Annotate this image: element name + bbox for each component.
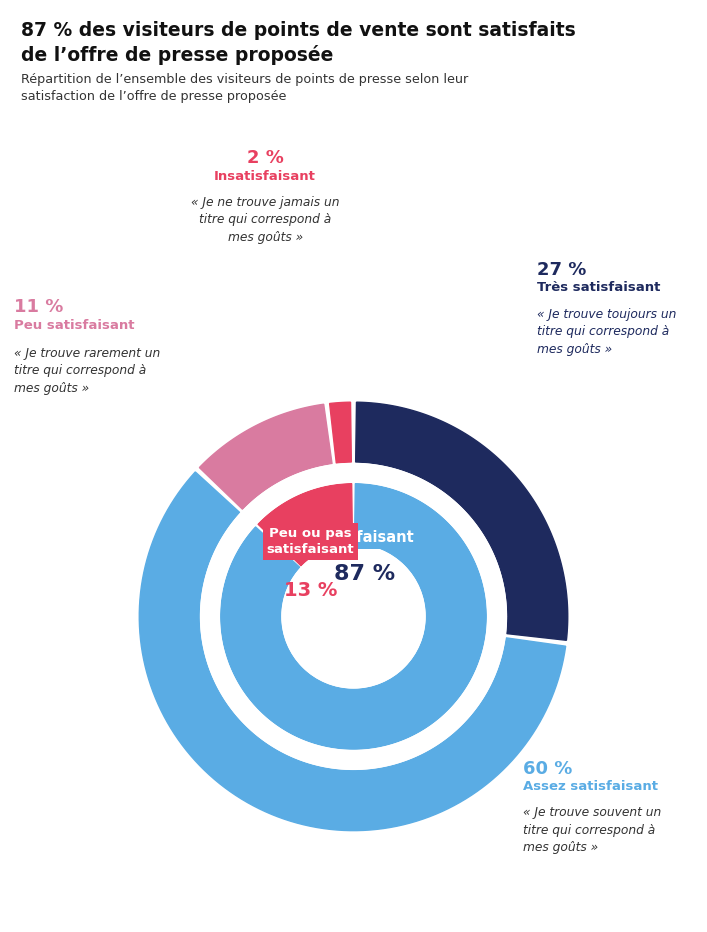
Text: 27 %: 27 % <box>537 261 587 279</box>
Text: 87 %: 87 % <box>334 564 395 583</box>
Polygon shape <box>139 472 566 830</box>
Polygon shape <box>199 404 332 509</box>
Text: de l’offre de presse proposée: de l’offre de presse proposée <box>21 45 334 64</box>
Text: Insatisfaisant: Insatisfaisant <box>214 170 316 183</box>
Text: « Je ne trouve jamais un
titre qui correspond à
mes goûts »: « Je ne trouve jamais un titre qui corre… <box>191 196 339 244</box>
Text: 87 % des visiteurs de points de vente sont satisfaits: 87 % des visiteurs de points de vente so… <box>21 21 576 39</box>
Polygon shape <box>329 403 351 463</box>
Text: « Je trouve toujours un
titre qui correspond à
mes goûts »: « Je trouve toujours un titre qui corres… <box>537 308 677 356</box>
Text: Répartition de l’ensemble des visiteurs de points de presse selon leur
satisfact: Répartition de l’ensemble des visiteurs … <box>21 73 469 103</box>
Text: « Je trouve rarement un
titre qui correspond à
mes goûts »: « Je trouve rarement un titre qui corres… <box>14 347 160 395</box>
Text: 2 %: 2 % <box>247 149 284 167</box>
Text: 13 %: 13 % <box>284 582 337 600</box>
Polygon shape <box>221 484 486 749</box>
Text: 60 %: 60 % <box>523 760 573 777</box>
Text: « Je trouve souvent un
titre qui correspond à
mes goûts »: « Je trouve souvent un titre qui corresp… <box>523 806 662 855</box>
Text: Satisfaisant: Satisfaisant <box>315 529 414 544</box>
Text: 11 %: 11 % <box>14 298 64 316</box>
Polygon shape <box>258 484 353 566</box>
Text: Peu satisfaisant: Peu satisfaisant <box>14 319 134 332</box>
Polygon shape <box>201 463 506 770</box>
Polygon shape <box>356 403 568 640</box>
Text: Peu ou pas
satisfaisant: Peu ou pas satisfaisant <box>267 527 354 555</box>
Circle shape <box>282 545 425 688</box>
Text: Très satisfaisant: Très satisfaisant <box>537 281 661 295</box>
Text: Assez satisfaisant: Assez satisfaisant <box>523 780 658 793</box>
